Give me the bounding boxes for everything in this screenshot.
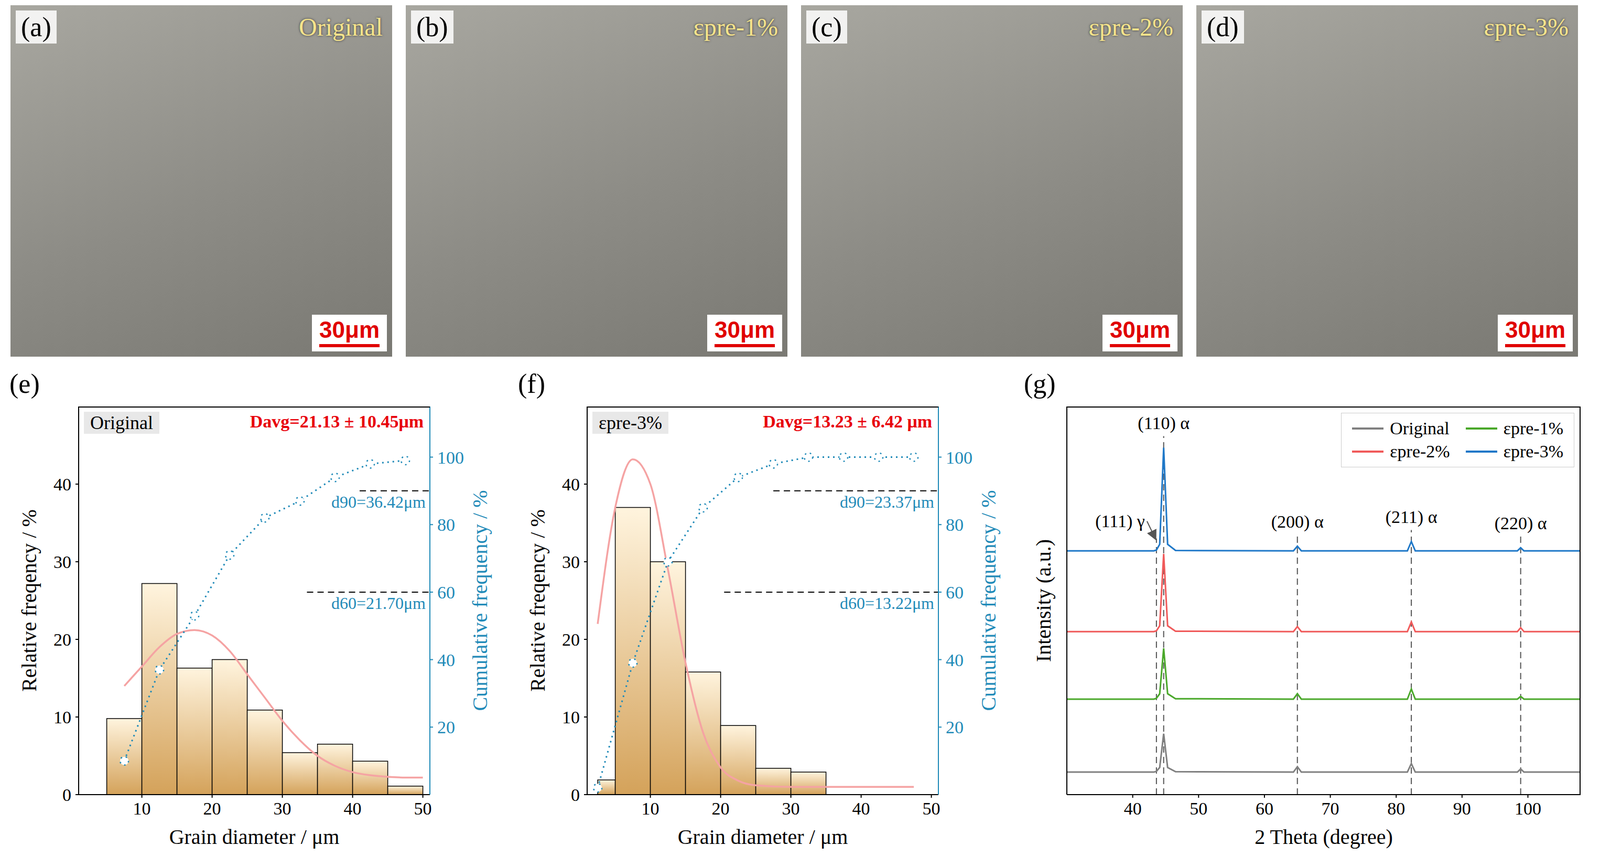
html-text:(b): (b): [416, 12, 449, 42]
svg-text:60: 60: [1255, 798, 1274, 818]
html-text:(111) γ: (111) γ: [1095, 511, 1145, 531]
svg-text:10: 10: [133, 798, 151, 818]
html-text:(a): (a): [20, 12, 52, 42]
html-text:(e): (e): [9, 368, 40, 399]
svg-text:50: 50: [922, 798, 941, 818]
svg-text:20: 20: [561, 629, 580, 650]
html-text:εpre-2%: εpre-2%: [1389, 441, 1450, 461]
svg-text:10: 10: [53, 707, 72, 727]
html-text:Davg=21.13 ± 10.45μm: Davg=21.13 ± 10.45μm: [249, 411, 424, 431]
svg-text:40: 40: [945, 650, 964, 670]
svg-text:80: 80: [945, 514, 964, 535]
svg-text:20: 20: [437, 717, 456, 737]
html-text:εpre-3%: εpre-3%: [1503, 441, 1564, 461]
html-text:Grain diameter / μm: Grain diameter / μm: [677, 824, 848, 848]
svg-text:0: 0: [570, 784, 580, 805]
html-text:d60=13.22μm: d60=13.22μm: [839, 593, 935, 613]
html-text:30μm: 30μm: [319, 316, 380, 343]
svg-text:40: 40: [53, 474, 72, 494]
svg-text:0: 0: [62, 784, 72, 805]
svg-text:30: 30: [782, 798, 800, 818]
html-text:εpre-3%: εpre-3%: [1483, 13, 1569, 41]
html-text:d90=36.42μm: d90=36.42μm: [331, 492, 426, 512]
svg-text:30: 30: [273, 798, 292, 818]
svg-text:30: 30: [561, 552, 580, 572]
svg-text:20: 20: [53, 629, 72, 650]
html-text:(g): (g): [1023, 368, 1056, 399]
svg-text:40: 40: [561, 474, 580, 494]
html-text:(200) α: (200) α: [1271, 511, 1324, 532]
html-text:Intensity (a.u.): Intensity (a.u.): [1031, 538, 1056, 662]
html-text:Relative freqency / %: Relative freqency / %: [525, 509, 550, 692]
svg-text:70: 70: [1321, 798, 1340, 818]
svg-text:90: 90: [1453, 798, 1472, 818]
svg-text:10: 10: [641, 798, 660, 818]
html-text:εpre-3%: εpre-3%: [598, 412, 663, 434]
svg-text:100: 100: [437, 447, 464, 468]
html-text:εpre-1%: εpre-1%: [693, 13, 778, 41]
html-text:d90=23.37μm: d90=23.37μm: [839, 492, 935, 512]
html-text:Cumulative frequency / %: Cumulative frequency / %: [467, 489, 492, 711]
html-text:30μm: 30μm: [1109, 316, 1171, 343]
html-text:εpre-1%: εpre-1%: [1503, 418, 1564, 438]
html-text:30μm: 30μm: [714, 316, 775, 343]
svg-text:60: 60: [437, 582, 456, 602]
html-text:Relative freqency / %: Relative freqency / %: [17, 509, 41, 692]
svg-text:30: 30: [53, 552, 72, 572]
html-text:εpre-2%: εpre-2%: [1088, 13, 1174, 41]
svg-text:100: 100: [945, 447, 973, 468]
svg-text:40: 40: [437, 650, 456, 670]
html-text:(211) α: (211) α: [1385, 507, 1438, 527]
svg-text:80: 80: [1387, 798, 1405, 818]
svg-text:20: 20: [711, 798, 730, 818]
svg-text:10: 10: [561, 707, 580, 727]
html-text:(220) α: (220) α: [1494, 513, 1547, 533]
html-text:(d): (d): [1206, 12, 1239, 42]
html-text:Davg=13.23 ± 6.42 μm: Davg=13.23 ± 6.42 μm: [762, 411, 933, 431]
svg-text:100: 100: [1514, 798, 1542, 818]
svg-text:60: 60: [945, 582, 964, 602]
html-text:Grain diameter / μm: Grain diameter / μm: [169, 824, 340, 848]
html-text:(c): (c): [811, 12, 842, 42]
html-text:Original: Original: [298, 13, 383, 41]
svg-text:40: 40: [852, 798, 871, 818]
svg-text:20: 20: [945, 717, 964, 737]
html-text:Cumulative frequency / %: Cumulative frequency / %: [976, 489, 1000, 711]
html-text:2 Theta (degree): 2 Theta (degree): [1254, 824, 1393, 848]
html-text:Original: Original: [90, 412, 154, 434]
svg-text:50: 50: [1189, 798, 1208, 818]
html-text:(f): (f): [517, 368, 546, 399]
svg-text:80: 80: [437, 514, 456, 535]
svg-text:50: 50: [414, 798, 432, 818]
svg-text:40: 40: [1123, 798, 1142, 818]
html-text:d60=21.70μm: d60=21.70μm: [331, 593, 426, 613]
html-text:Original: Original: [1389, 418, 1450, 438]
html-text:(110) α: (110) α: [1137, 413, 1190, 433]
svg-text:40: 40: [343, 798, 362, 818]
html-text:30μm: 30μm: [1505, 316, 1566, 343]
svg-text:20: 20: [203, 798, 222, 818]
